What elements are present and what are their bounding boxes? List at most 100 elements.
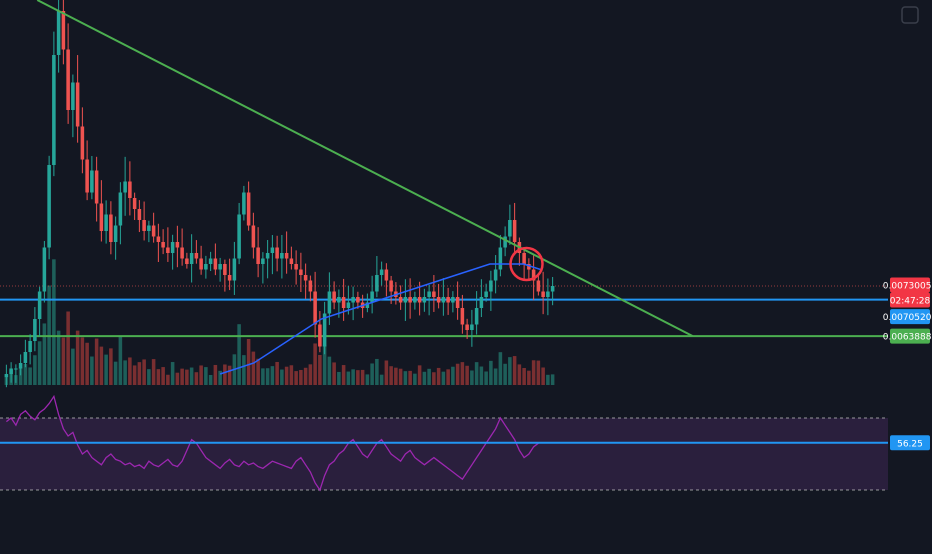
candles-layer <box>4 0 555 388</box>
volume-bar <box>289 365 294 385</box>
candle-body <box>18 363 23 369</box>
volume-bar <box>251 351 256 385</box>
volume-bar <box>204 367 208 385</box>
candle-body <box>341 297 346 308</box>
volume-bar <box>42 323 47 385</box>
candle-body <box>346 302 351 308</box>
square-button-icon[interactable] <box>901 6 919 24</box>
last-price-label: 0.00730050 <box>883 281 932 291</box>
volume-bar <box>384 360 389 385</box>
rsi-line <box>6 394 539 492</box>
volume-bar <box>493 368 498 385</box>
volume-bar <box>128 357 132 385</box>
candle-body <box>451 297 455 303</box>
candle-body <box>465 324 469 330</box>
volume-bar <box>37 341 42 385</box>
rsi-value-label: 56.25 <box>897 439 923 449</box>
candle-body <box>384 269 389 281</box>
candle-body <box>408 297 412 303</box>
candle-body <box>289 258 294 264</box>
volume-bar <box>322 344 327 385</box>
candle-body <box>47 165 51 248</box>
volume-bar <box>113 361 118 385</box>
volume-bar <box>280 369 284 385</box>
volume-bar <box>465 365 469 385</box>
volume-bar <box>185 369 189 385</box>
volume-bar <box>351 369 355 385</box>
candle-body <box>185 258 189 264</box>
volume-bar <box>28 367 32 385</box>
candle-body <box>299 269 303 275</box>
candle-body <box>175 242 180 248</box>
volume-bar <box>66 311 70 385</box>
candle-body <box>75 82 80 127</box>
volume-bar <box>166 374 170 385</box>
candle-body <box>398 297 403 303</box>
candle-body <box>270 247 275 253</box>
candle-body <box>118 192 123 226</box>
volume-bar <box>394 367 398 385</box>
volume-bar <box>142 359 146 385</box>
candle-body <box>503 236 507 248</box>
candle-body <box>546 291 550 297</box>
candle-body <box>80 126 85 160</box>
candle-body <box>365 302 370 308</box>
volume-bar <box>356 370 360 385</box>
volume-bar <box>161 367 165 385</box>
candle-body <box>479 297 484 308</box>
volume-bar <box>474 362 479 385</box>
volume-bar <box>156 369 161 385</box>
rsi-value-label-bg <box>890 435 930 451</box>
candle-body <box>417 297 422 303</box>
volume-bar <box>223 364 227 385</box>
volume-bar <box>318 354 322 385</box>
volume-bar <box>85 342 89 385</box>
candle-body <box>512 220 517 242</box>
volume-bar <box>479 366 484 385</box>
volume-bar <box>175 372 180 385</box>
volume-bar <box>470 370 474 385</box>
candle-body <box>261 258 265 264</box>
candle-body <box>379 269 384 275</box>
volume-bar <box>337 371 341 385</box>
volume-bar <box>484 371 488 385</box>
volume-bar <box>123 360 127 385</box>
candle-body <box>527 264 531 270</box>
moving-average-line <box>219 263 541 375</box>
candle-body <box>337 297 341 303</box>
volume-bar <box>213 364 218 385</box>
candle-body <box>4 374 9 378</box>
volume-bar <box>261 368 265 385</box>
candle-body <box>427 291 431 297</box>
volume-bar <box>341 365 346 385</box>
volume-bar <box>170 362 175 385</box>
candle-body <box>213 258 218 270</box>
candle-body <box>104 214 108 231</box>
candle-body <box>194 253 199 259</box>
countdown-label: 02:47:28 <box>890 296 931 306</box>
candle-body <box>156 236 161 242</box>
volume-bar <box>308 364 313 385</box>
candle-body <box>265 253 270 259</box>
volume-bar <box>256 358 260 385</box>
volume-bar <box>370 363 374 385</box>
candle-body <box>132 198 137 209</box>
candle-body <box>94 170 99 204</box>
volume-bar <box>33 355 37 385</box>
candle-body <box>28 341 32 352</box>
volume-bar <box>23 364 28 385</box>
volume-bar <box>498 352 503 385</box>
candle-body <box>375 275 379 292</box>
volume-bar <box>199 365 203 385</box>
candle-body <box>460 308 465 325</box>
candle-body <box>113 225 118 242</box>
volume-bar <box>137 362 142 385</box>
volume-bar <box>52 259 56 385</box>
volume-bar <box>517 364 522 385</box>
candle-body <box>218 264 222 270</box>
candle-body <box>493 269 498 281</box>
volume-bar <box>527 370 531 385</box>
candle-body <box>246 192 251 226</box>
